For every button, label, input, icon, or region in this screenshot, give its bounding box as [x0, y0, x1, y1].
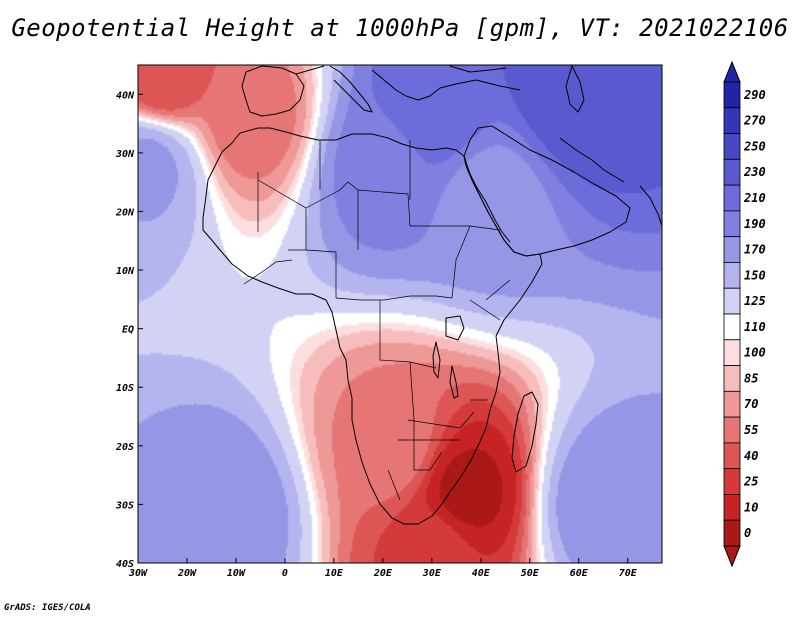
colorbar-swatch	[723, 287, 741, 315]
colorbar-swatch	[723, 339, 741, 366]
colorbar-swatch	[723, 365, 741, 392]
colorbar-top-arrow	[723, 60, 741, 83]
colorbar-swatch	[723, 236, 741, 263]
lon-tick-label: 30E	[422, 568, 442, 579]
lake-malawi-coastline	[449, 365, 459, 399]
colorbar-label: 230	[743, 165, 766, 179]
lon-tick-label: 30W	[128, 568, 148, 579]
colorbar-label: 250	[743, 139, 766, 153]
europe-south-coastline	[295, 65, 521, 101]
colorbar-label: 150	[744, 268, 766, 282]
lat-tick-label: 40S	[116, 559, 134, 570]
colorbar-label: 55	[744, 423, 758, 437]
colorbar-swatch	[723, 133, 741, 160]
country-borders	[243, 140, 511, 501]
africa-coastline	[202, 127, 543, 525]
colorbar-label: 25	[743, 475, 758, 489]
grads-credit: GrADS: IGES/COLA	[4, 603, 91, 613]
colorbar-label: 210	[743, 191, 766, 205]
colorbar-swatch	[723, 390, 741, 418]
lat-tick-label: 30N	[115, 149, 135, 160]
colorbar-label: 170	[744, 243, 766, 257]
iberia-coastline	[241, 65, 305, 117]
colorbar-label: 10	[744, 500, 758, 514]
lake-victoria-coastline	[445, 315, 465, 341]
lon-tick-label: 20W	[177, 568, 197, 579]
italy-coastline	[329, 65, 373, 113]
coastlines	[202, 65, 662, 525]
black-sea-coastline	[449, 65, 507, 73]
colorbar-swatch	[723, 313, 741, 341]
lat-tick-label: 40N	[116, 90, 135, 101]
caspian-sea-coastline	[565, 65, 585, 113]
plot-area	[137, 64, 663, 564]
colorbar-label: 70	[744, 397, 758, 411]
colorbar-label: 270	[743, 114, 766, 128]
colorbar-swatch	[723, 494, 741, 521]
lon-tick-label: 60E	[570, 568, 589, 579]
colorbar-swatch	[723, 519, 741, 547]
colorbar-label: 125	[744, 294, 766, 308]
colorbar-swatch	[723, 210, 741, 238]
colorbar-swatch	[723, 468, 741, 495]
lat-tick-label: 20S	[115, 442, 134, 453]
lat-tick-label: EQ	[122, 325, 134, 336]
lat-tick-label: 10N	[116, 266, 135, 277]
colorbar-bottom-arrow	[723, 545, 741, 568]
colorbar-label: 85	[744, 371, 758, 385]
colorbar-swatch	[723, 442, 741, 470]
india-coastline	[639, 185, 662, 227]
lon-tick-label: 10E	[325, 568, 344, 579]
colorbar-label: 0	[744, 526, 751, 540]
colorbar-label: 110	[744, 320, 766, 334]
colorbar-label: 290	[743, 88, 766, 102]
longitude-axis: 30W 20W 10W 0 10E 20E 30E 40E 50E 60E 70E	[128, 558, 638, 579]
lon-tick-label: 50E	[521, 568, 540, 579]
lon-tick-label: 20E	[373, 568, 393, 579]
latitude-axis: 40N 30N 20N 10N EQ 10S 20S 30S 40S	[115, 90, 143, 570]
lat-tick-label: 10S	[116, 383, 134, 394]
lon-tick-label: 10W	[227, 568, 246, 579]
colorbar-swatch	[723, 416, 741, 444]
plot-frame	[137, 64, 663, 564]
colorbar: 2902702502302101901701501251101008570554…	[723, 60, 766, 568]
colorbar-swatch	[723, 158, 741, 186]
lon-tick-label: 40E	[472, 568, 491, 579]
red-sea-coastline	[467, 169, 511, 243]
geopotential-height-field	[138, 65, 662, 563]
arabia-coastline	[463, 125, 631, 257]
lat-tick-label: 30S	[115, 500, 134, 511]
colorbar-label: 190	[744, 217, 766, 231]
lon-tick-label: 0	[282, 568, 288, 579]
colorbar-swatch	[723, 262, 741, 289]
colorbar-swatch	[723, 107, 741, 134]
lat-tick-label: 20N	[115, 207, 135, 218]
lake-tanganyika-coastline	[432, 341, 441, 379]
colorbar-label: 100	[744, 346, 766, 360]
madagascar-coastline	[511, 391, 539, 473]
lon-tick-label: 70E	[619, 568, 638, 579]
chart-title: Geopotential Height at 1000hPa [gpm], VT…	[11, 14, 789, 42]
colorbar-label: 40	[744, 449, 758, 463]
colorbar-swatch	[723, 184, 741, 212]
colorbar-swatch	[723, 81, 741, 109]
persian-gulf-coastline	[559, 137, 625, 183]
